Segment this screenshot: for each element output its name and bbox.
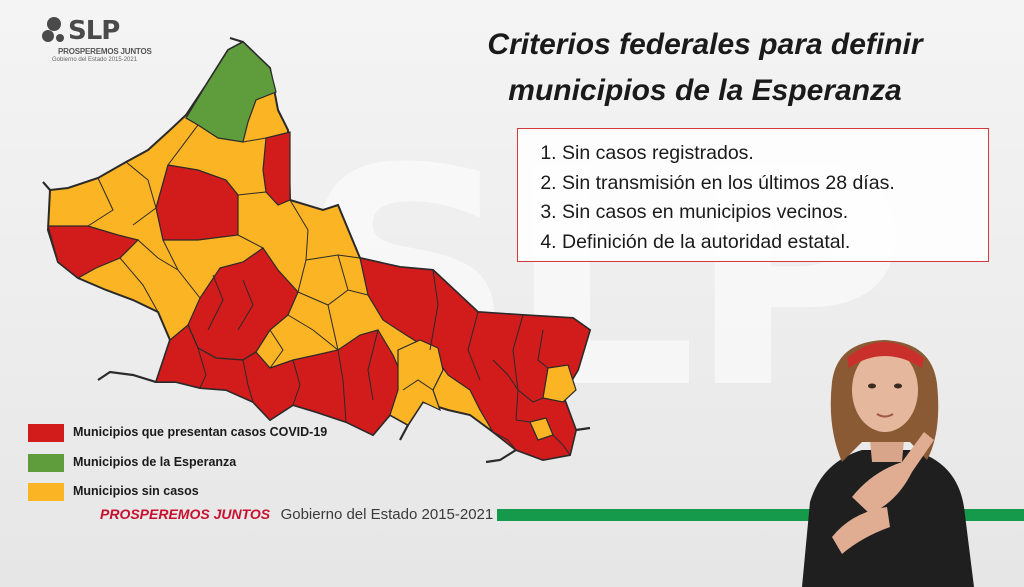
title-line-2: municipios de la Esperanza: [508, 74, 902, 107]
slp-municipalities-map: [42, 36, 592, 464]
title-line-1: Criterios federales para definir: [487, 28, 923, 61]
criteria-item-2: Sin transmisión en los últimos 28 días.: [562, 169, 978, 199]
page-title: Criterios federales para definir municip…: [470, 22, 940, 114]
criteria-item-1: Sin casos registrados.: [562, 139, 978, 169]
logo-subtitle: PROSPEREMOS JUNTOS: [58, 47, 152, 56]
legend-swatch-covid: [28, 424, 64, 442]
criteria-item-3: Sin casos en municipios vecinos.: [562, 198, 978, 228]
footer-brand: PROSPEREMOS JUNTOS: [100, 506, 271, 522]
map-roads: [42, 36, 591, 464]
logo-text: SLP: [68, 16, 120, 46]
criteria-box: Sin casos registrados. Sin transmisión e…: [517, 128, 989, 262]
legend-label-sin-casos: Municipios sin casos: [73, 484, 199, 498]
criteria-item-4: Definición de la autoridad estatal.: [562, 228, 978, 258]
slp-logo: SLP PROSPEREMOS JUNTOS Gobierno del Esta…: [40, 14, 152, 64]
sign-language-interpreter-icon: [802, 340, 974, 587]
region-sin-casos-east-1: [389, 339, 444, 426]
logo-mark-icon: [42, 17, 64, 42]
municipal-borders: [87, 124, 571, 456]
region-sin-casos-east-2: [542, 364, 577, 403]
region-covid-north: [262, 131, 291, 206]
legend-swatch-esperanza: [28, 454, 64, 472]
legend-label-esperanza: Municipios de la Esperanza: [73, 455, 237, 469]
footer: PROSPEREMOS JUNTOS Gobierno del Estado 2…: [100, 506, 493, 530]
region-esperanza: [185, 41, 277, 143]
region-covid-south: [155, 324, 407, 436]
legend-swatch-sin-casos: [28, 483, 64, 501]
legend-label-covid: Municipios que presentan casos COVID-19: [73, 425, 328, 439]
footer-government: Gobierno del Estado 2015-2021: [280, 506, 494, 523]
logo-subtitle-gov: Gobierno del Estado 2015-2021: [52, 57, 138, 63]
criteria-list: Sin casos registrados. Sin transmisión e…: [528, 139, 978, 257]
